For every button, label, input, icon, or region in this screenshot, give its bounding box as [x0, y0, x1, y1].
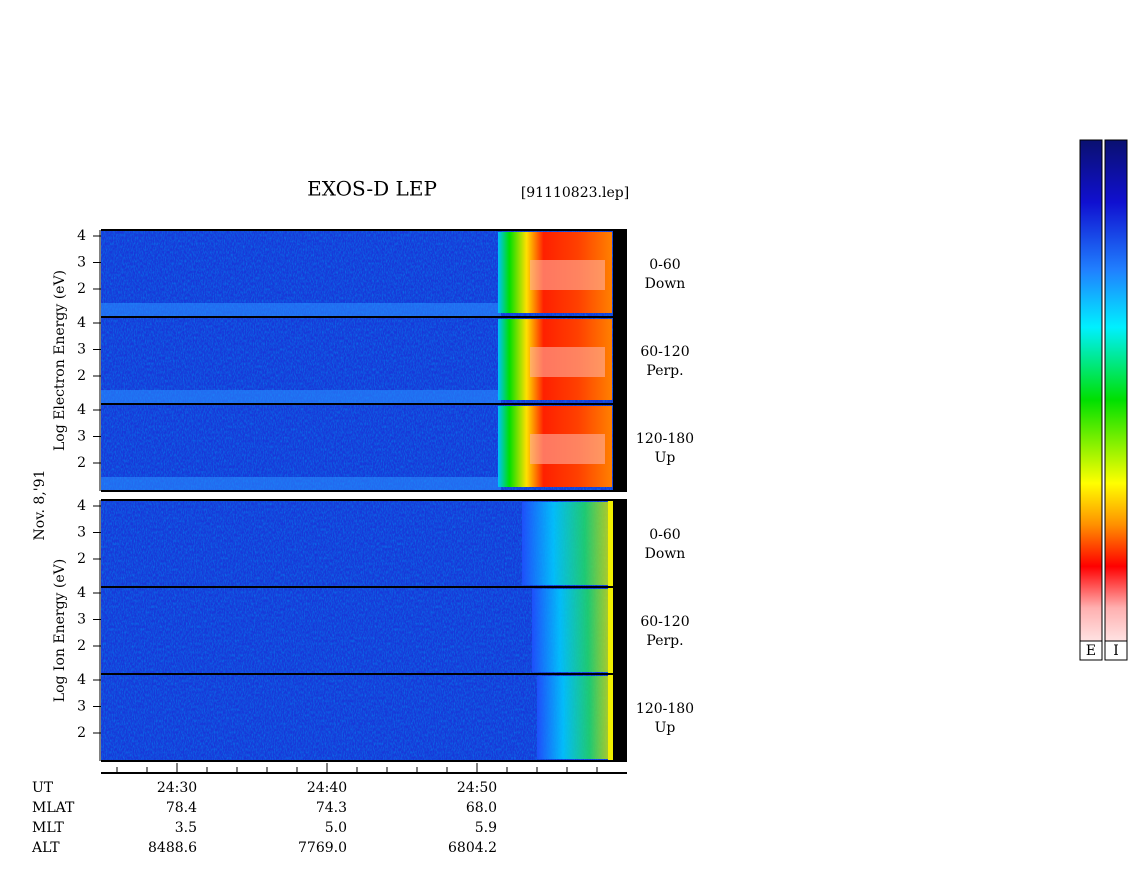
spectrogram-low-energy	[101, 303, 501, 317]
y-tick-label: 2	[77, 725, 86, 741]
colorbar-label-box	[1079, 640, 1103, 661]
y-axis-label: Log Electron Energy (eV)	[52, 270, 68, 451]
y-tick-label: 3	[77, 255, 86, 271]
ephemeris-value: 78.4	[166, 800, 197, 816]
pitch-range: 60-120	[640, 344, 689, 360]
spectrogram-texture	[101, 674, 613, 761]
ephemeris-label: MLT	[32, 820, 64, 836]
data-gap	[613, 317, 627, 404]
spectrogram-event-core	[530, 260, 605, 290]
y-tick-label: 2	[77, 551, 86, 567]
data-gap	[613, 230, 627, 317]
ephemeris-label: ALT	[31, 840, 60, 856]
ephemeris-label: UT	[32, 780, 54, 796]
y-tick-label: 2	[77, 281, 86, 297]
data-gap	[613, 674, 627, 761]
spectrogram-edge	[608, 500, 613, 587]
pitch-range: 0-60	[649, 257, 680, 273]
x-tick-label: 24:40	[307, 780, 347, 796]
colorbar	[1079, 139, 1103, 661]
spectrogram-edge	[608, 587, 613, 674]
ephemeris-value: 8488.6	[148, 840, 197, 856]
data-gap	[613, 404, 627, 491]
spectrogram-low-energy	[101, 477, 501, 491]
pitch-direction: Up	[655, 450, 676, 466]
pitch-range: 0-60	[649, 527, 680, 543]
ephemeris-value: 74.3	[316, 800, 347, 816]
y-tick-label: 4	[77, 672, 86, 688]
spectrogram-texture	[101, 587, 613, 674]
y-tick-label: 3	[77, 525, 86, 541]
spectrogram-event-core	[530, 434, 605, 464]
y-tick-label: 2	[77, 368, 86, 384]
pitch-direction: Perp.	[646, 363, 683, 379]
y-tick-label: 4	[77, 585, 86, 601]
pitch-direction: Down	[645, 546, 686, 562]
pitch-range: 120-180	[636, 431, 694, 447]
y-tick-label: 2	[77, 638, 86, 654]
spectrogram-event	[532, 589, 612, 672]
spectrogram-low-energy	[101, 390, 501, 404]
pitch-direction: Perp.	[646, 633, 683, 649]
y-tick-label: 3	[77, 612, 86, 628]
data-gap	[613, 500, 627, 587]
colorbar-label-box	[1104, 640, 1128, 661]
colorbar-label: E	[1086, 643, 1096, 659]
x-tick-label: 24:30	[157, 780, 197, 796]
colorbar-label: I	[1113, 643, 1119, 659]
y-tick-label: 4	[77, 498, 86, 514]
y-tick-label: 4	[77, 315, 86, 331]
pitch-range: 60-120	[640, 614, 689, 630]
colorbar	[1104, 139, 1128, 661]
y-tick-label: 3	[77, 699, 86, 715]
date: Nov. 8,'91	[32, 470, 48, 541]
spectrogram-event-core	[530, 347, 605, 377]
ephemeris-value: 5.0	[325, 820, 347, 836]
pitch-direction: Up	[655, 720, 676, 736]
y-tick-label: 3	[77, 342, 86, 358]
x-tick-label: 24:50	[457, 780, 497, 796]
file-name: [91110823.lep]	[521, 185, 629, 201]
y-tick-label: 4	[77, 228, 86, 244]
spectrogram-event	[522, 502, 612, 585]
ephemeris-value: 5.9	[475, 820, 497, 836]
ephemeris-value: 6804.2	[448, 840, 497, 856]
data-gap	[613, 587, 627, 674]
ephemeris-value: 7769.0	[298, 840, 347, 856]
ephemeris-label: MLAT	[32, 800, 75, 816]
y-tick-label: 4	[77, 402, 86, 418]
pitch-range: 120-180	[636, 701, 694, 717]
ephemeris-value: 68.0	[466, 800, 497, 816]
pitch-direction: Down	[645, 276, 686, 292]
spectrogram-event	[537, 676, 612, 759]
title: EXOS-D LEP	[307, 177, 437, 201]
y-tick-label: 2	[77, 455, 86, 471]
ephemeris-value: 3.5	[175, 820, 197, 836]
spectrogram-edge	[608, 674, 613, 761]
y-tick-label: 3	[77, 429, 86, 445]
y-axis-label: Log Ion Energy (eV)	[52, 559, 68, 702]
